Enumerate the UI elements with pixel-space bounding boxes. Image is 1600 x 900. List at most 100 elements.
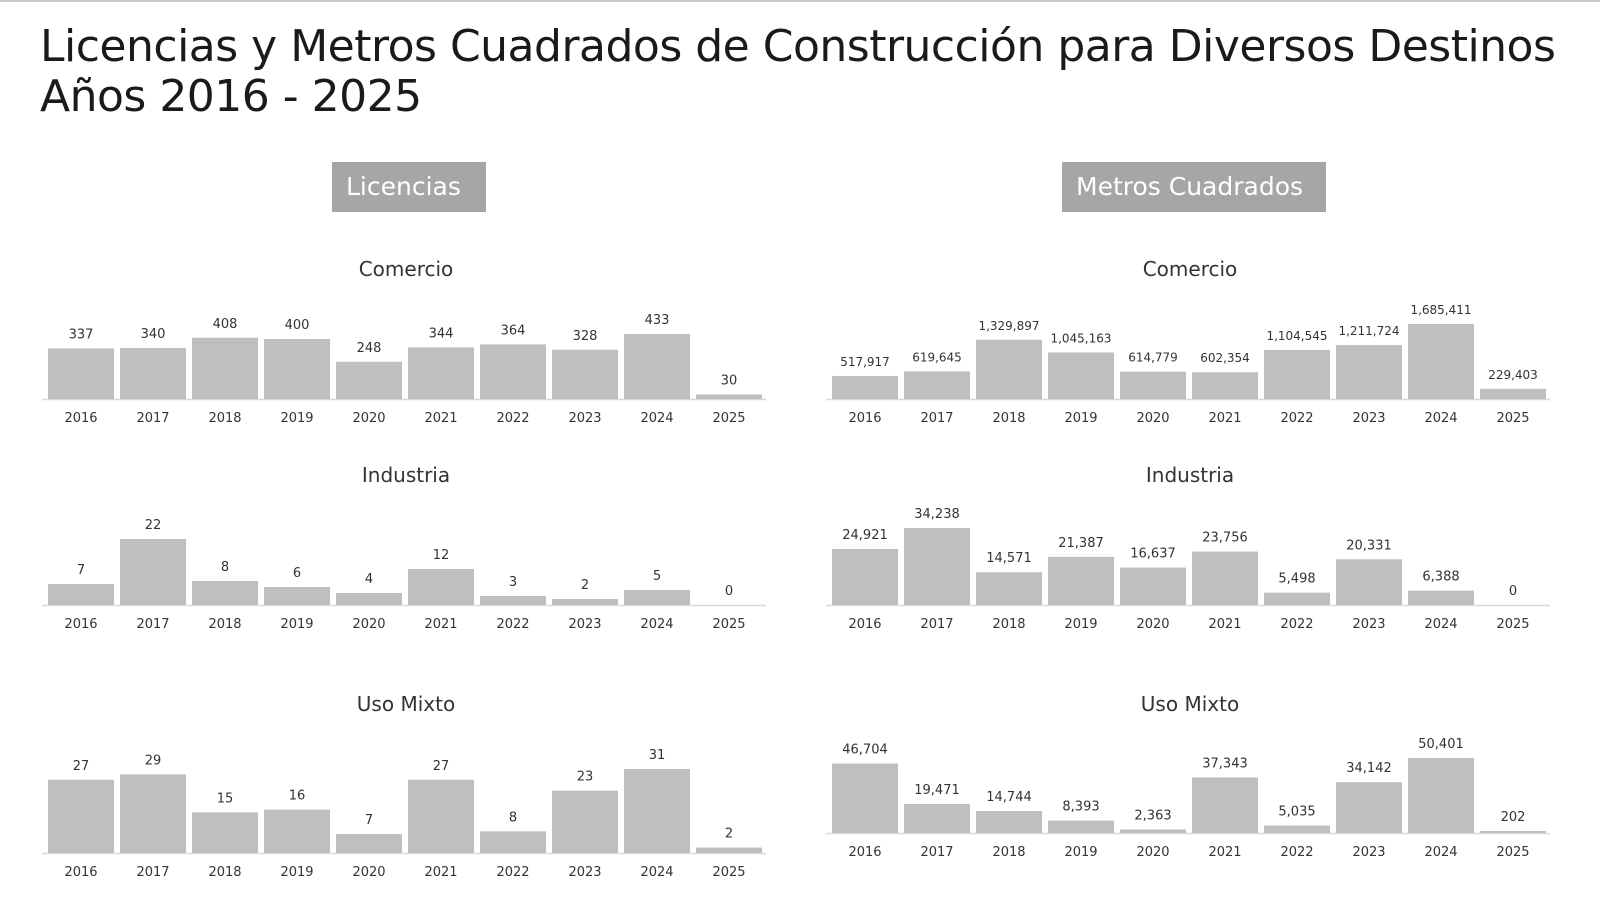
tick-label-licencias-industria-2022: 2022 bbox=[496, 617, 529, 632]
bar-licencias-comercio-2017 bbox=[120, 347, 186, 399]
tick-label-licencias-uso-mixto-2017: 2017 bbox=[136, 865, 169, 880]
tick-label-metros-industria-2020: 2020 bbox=[1136, 617, 1169, 632]
chart-title-licencias-industria: Industria bbox=[362, 463, 450, 487]
data-label-licencias-comercio-2025: 30 bbox=[721, 373, 738, 388]
data-label-licencias-industria-2022: 3 bbox=[509, 575, 517, 590]
data-label-licencias-industria-2023: 2 bbox=[581, 578, 589, 593]
tick-label-licencias-comercio-2017: 2017 bbox=[136, 411, 169, 426]
tick-label-metros-industria-2025: 2025 bbox=[1496, 617, 1529, 632]
tick-label-licencias-industria-2016: 2016 bbox=[64, 617, 97, 632]
data-label-licencias-industria-2020: 4 bbox=[365, 572, 373, 587]
data-label-metros-industria-2023: 20,331 bbox=[1346, 538, 1392, 553]
data-label-metros-comercio-2024: 1,685,411 bbox=[1410, 303, 1471, 317]
tick-label-licencias-comercio-2024: 2024 bbox=[640, 411, 673, 426]
data-label-licencias-comercio-2017: 340 bbox=[141, 327, 166, 342]
bar-metros-uso-mixto-2018 bbox=[976, 811, 1042, 833]
tick-label-metros-uso-mixto-2017: 2017 bbox=[920, 845, 953, 860]
data-label-licencias-uso-mixto-2016: 27 bbox=[73, 759, 90, 774]
bar-licencias-comercio-2018 bbox=[192, 337, 258, 399]
data-label-metros-industria-2016: 24,921 bbox=[842, 528, 888, 543]
bar-licencias-industria-2023 bbox=[552, 599, 618, 605]
data-label-metros-industria-2025: 0 bbox=[1509, 584, 1517, 599]
bar-metros-comercio-2021 bbox=[1192, 372, 1258, 399]
tick-label-licencias-comercio-2016: 2016 bbox=[64, 411, 97, 426]
data-label-metros-comercio-2018: 1,329,897 bbox=[978, 319, 1039, 333]
bar-licencias-industria-2021 bbox=[408, 569, 474, 605]
bar-metros-uso-mixto-2019 bbox=[1048, 820, 1114, 833]
tick-label-metros-comercio-2018: 2018 bbox=[992, 411, 1025, 426]
data-label-metros-industria-2020: 16,637 bbox=[1130, 547, 1176, 562]
bar-licencias-industria-2017 bbox=[120, 539, 186, 605]
tick-label-metros-comercio-2024: 2024 bbox=[1424, 411, 1457, 426]
tick-label-licencias-uso-mixto-2019: 2019 bbox=[280, 865, 313, 880]
data-label-licencias-uso-mixto-2020: 7 bbox=[365, 813, 373, 828]
data-label-licencias-industria-2016: 7 bbox=[77, 563, 85, 578]
bar-metros-comercio-2020 bbox=[1120, 371, 1186, 399]
bar-licencias-uso-mixto-2023 bbox=[552, 790, 618, 853]
tick-label-metros-comercio-2017: 2017 bbox=[920, 411, 953, 426]
chart-title-licencias-comercio: Comercio bbox=[359, 257, 454, 281]
bar-licencias-uso-mixto-2016 bbox=[48, 779, 114, 853]
data-label-metros-uso-mixto-2023: 34,142 bbox=[1346, 761, 1392, 776]
tick-label-metros-industria-2017: 2017 bbox=[920, 617, 953, 632]
data-label-metros-comercio-2021: 602,354 bbox=[1200, 351, 1250, 365]
data-label-licencias-comercio-2019: 400 bbox=[285, 318, 310, 333]
bar-licencias-industria-2022 bbox=[480, 596, 546, 605]
tick-label-metros-comercio-2016: 2016 bbox=[848, 411, 881, 426]
tick-label-licencias-uso-mixto-2024: 2024 bbox=[640, 865, 673, 880]
tick-label-metros-comercio-2021: 2021 bbox=[1208, 411, 1241, 426]
tick-label-metros-uso-mixto-2024: 2024 bbox=[1424, 845, 1457, 860]
data-label-metros-comercio-2020: 614,779 bbox=[1128, 351, 1178, 365]
tick-label-metros-industria-2023: 2023 bbox=[1352, 617, 1385, 632]
bar-licencias-uso-mixto-2020 bbox=[336, 834, 402, 853]
bar-metros-industria-2024 bbox=[1408, 590, 1474, 605]
bar-metros-comercio-2017 bbox=[904, 371, 970, 399]
data-label-metros-comercio-2016: 517,917 bbox=[840, 355, 890, 369]
data-label-metros-uso-mixto-2016: 46,704 bbox=[842, 743, 888, 758]
bar-licencias-comercio-2022 bbox=[480, 344, 546, 399]
tick-label-metros-uso-mixto-2018: 2018 bbox=[992, 845, 1025, 860]
page-title: Licencias y Metros Cuadrados de Construc… bbox=[40, 21, 1556, 122]
tick-label-licencias-uso-mixto-2022: 2022 bbox=[496, 865, 529, 880]
data-label-metros-comercio-2022: 1,104,545 bbox=[1266, 329, 1327, 343]
tick-label-licencias-uso-mixto-2020: 2020 bbox=[352, 865, 385, 880]
data-label-licencias-uso-mixto-2024: 31 bbox=[649, 748, 666, 763]
data-label-licencias-comercio-2018: 408 bbox=[213, 317, 238, 332]
data-label-licencias-comercio-2016: 337 bbox=[69, 327, 94, 342]
chart-title-metros-uso-mixto: Uso Mixto bbox=[1141, 692, 1239, 716]
tick-label-licencias-comercio-2021: 2021 bbox=[424, 411, 457, 426]
data-label-licencias-uso-mixto-2022: 8 bbox=[509, 810, 517, 825]
tick-label-licencias-uso-mixto-2016: 2016 bbox=[64, 865, 97, 880]
data-label-licencias-industria-2025: 0 bbox=[725, 584, 733, 599]
bar-metros-uso-mixto-2016 bbox=[832, 763, 898, 833]
data-label-licencias-industria-2019: 6 bbox=[293, 566, 301, 581]
section-header-licencias: Licencias bbox=[332, 162, 486, 212]
data-label-licencias-industria-2017: 22 bbox=[145, 518, 162, 533]
bar-licencias-uso-mixto-2025 bbox=[696, 847, 762, 853]
page-title-line-1: Licencias y Metros Cuadrados de Construc… bbox=[40, 21, 1556, 72]
tick-label-licencias-comercio-2023: 2023 bbox=[568, 411, 601, 426]
data-label-metros-industria-2019: 21,387 bbox=[1058, 536, 1104, 551]
data-label-licencias-comercio-2023: 328 bbox=[573, 329, 598, 344]
data-label-licencias-industria-2018: 8 bbox=[221, 560, 229, 575]
data-label-licencias-uso-mixto-2021: 27 bbox=[433, 759, 450, 774]
page-title-line-2: Años 2016 - 2025 bbox=[40, 71, 422, 122]
bar-metros-industria-2019 bbox=[1048, 556, 1114, 605]
tick-label-licencias-industria-2021: 2021 bbox=[424, 617, 457, 632]
bar-metros-comercio-2019 bbox=[1048, 352, 1114, 399]
tick-label-metros-industria-2018: 2018 bbox=[992, 617, 1025, 632]
tick-label-licencias-industria-2025: 2025 bbox=[712, 617, 745, 632]
tick-label-licencias-industria-2024: 2024 bbox=[640, 617, 673, 632]
bar-metros-industria-2022 bbox=[1264, 592, 1330, 605]
bar-metros-industria-2018 bbox=[976, 572, 1042, 605]
tick-label-metros-industria-2024: 2024 bbox=[1424, 617, 1457, 632]
tick-label-metros-industria-2022: 2022 bbox=[1280, 617, 1313, 632]
bar-licencias-industria-2024 bbox=[624, 590, 690, 605]
bar-metros-uso-mixto-2024 bbox=[1408, 758, 1474, 833]
chart-title-metros-comercio: Comercio bbox=[1143, 257, 1238, 281]
data-label-metros-industria-2021: 23,756 bbox=[1202, 531, 1248, 546]
data-label-licencias-uso-mixto-2023: 23 bbox=[577, 770, 594, 785]
tick-label-licencias-comercio-2020: 2020 bbox=[352, 411, 385, 426]
tick-label-licencias-comercio-2019: 2019 bbox=[280, 411, 313, 426]
tick-label-metros-uso-mixto-2016: 2016 bbox=[848, 845, 881, 860]
